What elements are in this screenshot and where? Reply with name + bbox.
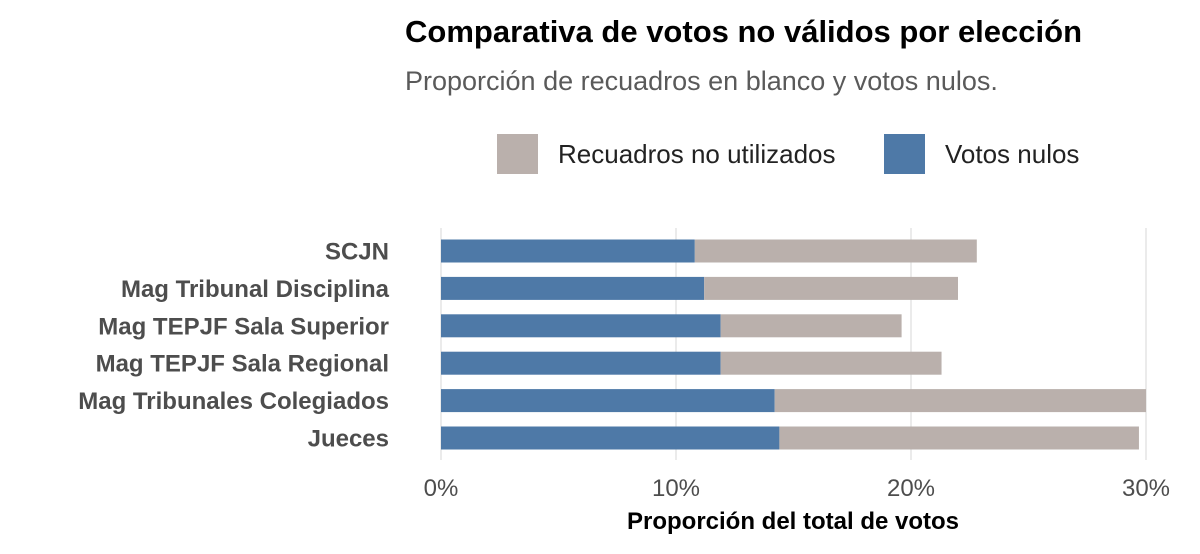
bar-votos-nulos-1 xyxy=(441,276,705,300)
x-tick-label-2: 20% xyxy=(887,475,935,502)
legend-swatch-0 xyxy=(497,134,538,174)
legend-swatch-1 xyxy=(884,134,925,174)
legend-label-1: Votos nulos xyxy=(945,139,1079,169)
x-tick-label-1: 10% xyxy=(652,475,700,502)
category-label-1: Mag Tribunal Disciplina xyxy=(121,276,390,303)
bars xyxy=(441,239,1146,450)
category-labels: SCJN Mag Tribunal Disciplina Mag TEPJF Sal… xyxy=(78,239,389,453)
bar-recuadros-3 xyxy=(720,351,942,375)
bar-recuadros-5 xyxy=(779,426,1139,450)
gridlines xyxy=(440,228,1147,460)
bar-recuadros-4 xyxy=(774,389,1146,413)
x-axis-title: Proporción del total de votos xyxy=(627,508,959,535)
bar-recuadros-1 xyxy=(704,276,958,300)
bar-votos-nulos-3 xyxy=(441,351,721,375)
bar-votos-nulos-5 xyxy=(441,426,780,450)
bar-recuadros-2 xyxy=(720,314,902,338)
category-label-2: Mag TEPJF Sala Superior xyxy=(98,313,389,340)
x-tick-label-0: 0% xyxy=(424,475,459,502)
bar-votos-nulos-4 xyxy=(441,389,775,413)
bar-recuadros-0 xyxy=(694,239,977,263)
x-axis-ticks: 0% 10% 20% 30% xyxy=(424,475,1170,502)
category-label-5: Jueces xyxy=(308,426,389,453)
x-tick-label-3: 30% xyxy=(1122,475,1170,502)
category-label-4: Mag Tribunales Colegiados xyxy=(78,388,389,415)
bar-votos-nulos-2 xyxy=(441,314,721,338)
category-label-0: SCJN xyxy=(325,239,389,266)
chart-subtitle: Proporción de recuadros en blanco y voto… xyxy=(405,66,998,96)
chart-title: Comparativa de votos no válidos por elec… xyxy=(405,14,1082,49)
legend-label-0: Recuadros no utilizados xyxy=(558,139,836,169)
legend: Recuadros no utilizados Votos nulos xyxy=(497,134,1079,174)
bar-votos-nulos-0 xyxy=(441,239,695,263)
category-label-3: Mag TEPJF Sala Regional xyxy=(96,351,389,378)
